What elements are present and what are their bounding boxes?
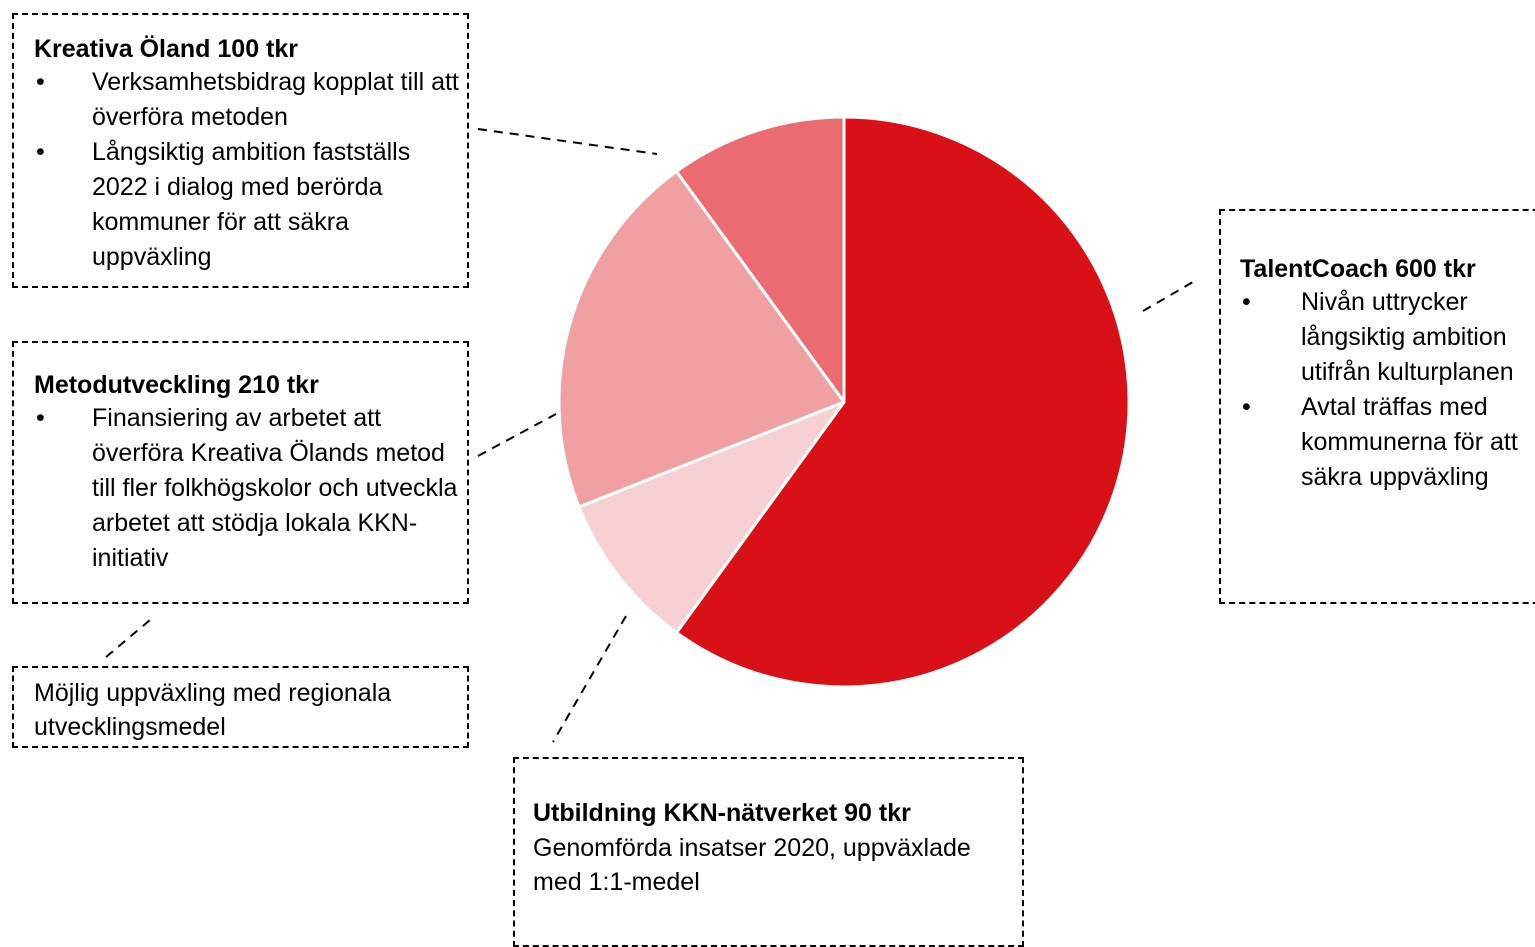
callout-title: Kreativa Öland 100 tkr — [34, 35, 299, 63]
connector-lines — [105, 128, 1194, 743]
connector-metod — [477, 413, 557, 457]
connector-mojlig — [105, 619, 151, 658]
bullet-list: Verksamhetsbidrag kopplat till att överf… — [34, 65, 467, 275]
callout-title: Metodutveckling 210 tkr — [34, 371, 319, 399]
bullet-list: Finansiering av arbetet att överföra Kre… — [34, 401, 467, 576]
connector-talent — [1142, 281, 1194, 312]
connector-kreativa — [477, 128, 658, 155]
callout-talentcoach: TalentCoach 600 tkr Nivån uttrycker lång… — [1219, 209, 1535, 604]
pie-slice-kreativa-land — [674, 115, 846, 404]
bullet-item: Nivån uttrycker långsiktig ambition utif… — [1240, 285, 1535, 390]
bullet-item: Finansiering av arbetet att överföra Kre… — [34, 401, 467, 576]
callout-text: Genomförda insatser 2020, uppväxlade med… — [533, 834, 971, 896]
callout-title: TalentCoach 600 tkr — [1240, 255, 1476, 283]
bullet-item: Avtal träffas med kommunerna för att säk… — [1240, 390, 1535, 495]
callout-utbildning-kkn: Utbildning KKN-nätverket 90 tkr Genomför… — [513, 757, 1024, 947]
callout-text: Möjlig uppväxling med regionala utveckli… — [34, 679, 392, 741]
pie-chart — [105, 115, 1194, 743]
bullet-list: Nivån uttrycker långsiktig ambition utif… — [1240, 285, 1535, 495]
connector-utb — [552, 615, 627, 743]
callout-title: Utbildning KKN-nätverket 90 tkr — [533, 799, 911, 827]
callout-metodutveckling: Metodutveckling 210 tkr Finansiering av … — [12, 341, 469, 604]
callout-mojlig-uppvaxling: Möjlig uppväxling med regionala utveckli… — [12, 666, 469, 748]
bullet-item: Långsiktig ambition fastställs 2022 i di… — [34, 135, 467, 275]
bullet-item: Verksamhetsbidrag kopplat till att överf… — [34, 65, 467, 135]
pie-slice-metodutveckling — [557, 169, 846, 509]
pie-slice-utbildning-kkn-n-tverket — [577, 400, 846, 635]
callout-kreativa-oland: Kreativa Öland 100 tkr Verksamhetsbidrag… — [12, 13, 469, 288]
pie-slice-talentcoach — [674, 115, 1131, 689]
